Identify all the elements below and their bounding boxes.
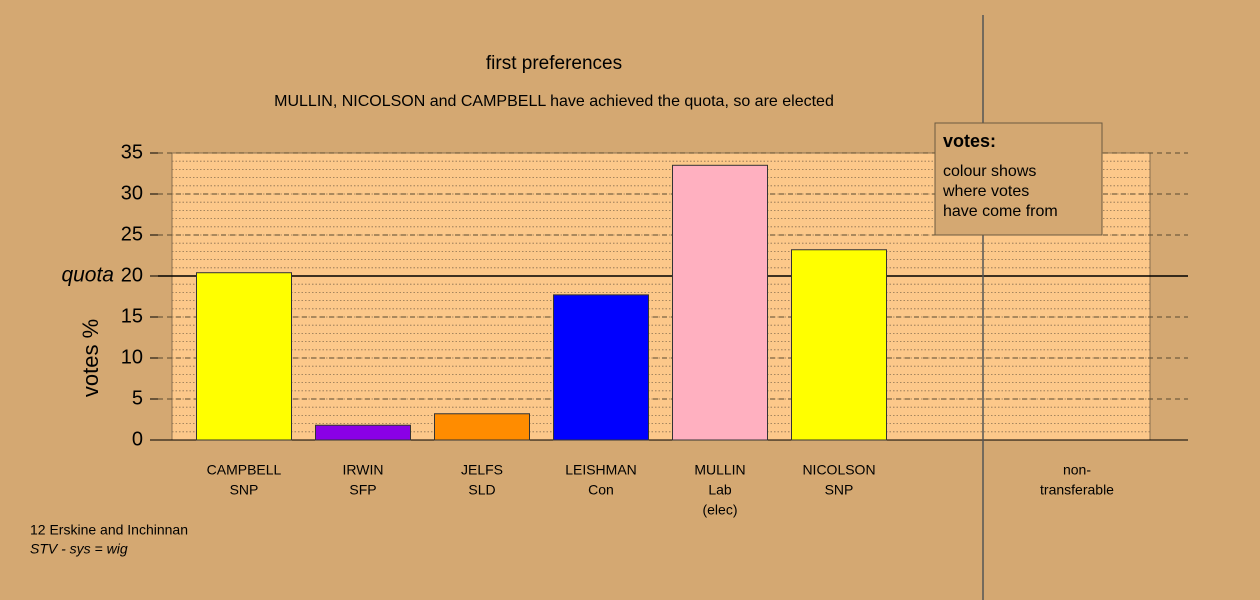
x-tick-label: LEISHMAN	[565, 462, 637, 478]
y-tick-label: 20	[121, 264, 143, 286]
legend-title: votes:	[943, 131, 996, 151]
x-tick-label: Con	[588, 482, 614, 498]
x-tick-label: SNP	[825, 482, 854, 498]
x-tick-label: (elec)	[702, 502, 737, 518]
x-tick-label: non-	[1063, 462, 1091, 478]
quota-label: quota	[61, 264, 114, 287]
legend-text: have come from	[943, 203, 1058, 220]
legend-text: where votes	[942, 183, 1029, 200]
y-tick-label: 35	[121, 141, 143, 163]
legend-text: colour shows	[943, 163, 1036, 180]
x-tick-label: SNP	[230, 482, 259, 498]
y-axis-label: votes %	[78, 319, 103, 397]
x-tick-label: transferable	[1040, 482, 1114, 498]
footer-text: 12 Erskine and Inchinnan	[30, 522, 188, 538]
chart-title: first preferences	[486, 53, 622, 74]
x-tick-label: IRWIN	[343, 462, 384, 478]
bar	[791, 249, 887, 441]
bar	[196, 272, 292, 441]
y-tick-label: 15	[121, 305, 143, 327]
x-tick-label: JELFS	[461, 462, 503, 478]
y-tick-label: 5	[132, 387, 143, 409]
chart-subtitle: MULLIN, NICOLSON and CAMPBELL have achie…	[274, 93, 834, 110]
bar	[434, 413, 530, 441]
bar	[553, 294, 649, 441]
footer-text: STV - sys = wig	[30, 541, 128, 557]
bar	[672, 164, 768, 441]
y-tick-label: 10	[121, 346, 143, 368]
legend-box	[934, 122, 1103, 236]
y-tick-label: 25	[121, 223, 143, 245]
bar	[315, 424, 411, 441]
y-tick-label: 0	[132, 428, 143, 450]
y-tick-label: 30	[121, 182, 143, 204]
x-tick-label: SLD	[468, 482, 495, 498]
x-tick-label: SFP	[349, 482, 376, 498]
x-tick-label: MULLIN	[694, 462, 745, 478]
x-tick-label: NICOLSON	[802, 462, 875, 478]
x-tick-label: CAMPBELL	[207, 462, 282, 478]
x-tick-label: Lab	[708, 482, 732, 498]
